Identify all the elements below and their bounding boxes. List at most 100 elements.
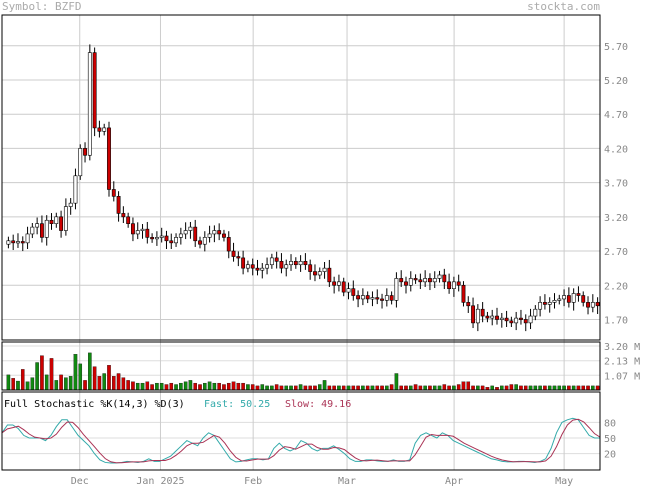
- candle-body: [150, 237, 155, 240]
- volume-bar: [131, 381, 135, 391]
- volume-bar: [586, 385, 590, 391]
- symbol-label: Symbol: BZFD: [2, 0, 82, 13]
- volume-bar: [313, 385, 317, 391]
- price-tick-label: 5.20: [604, 76, 628, 87]
- volume-bar: [356, 385, 360, 391]
- candle-body: [413, 278, 418, 281]
- panel-border: [1, 391, 601, 471]
- volume-bar: [49, 358, 54, 391]
- stochastic-title: Full Stochastic %K(14,3) %D(3): [4, 399, 185, 410]
- volume-bar: [102, 373, 106, 391]
- candle-body: [423, 278, 428, 283]
- volume-bar: [217, 382, 221, 391]
- volume-bar: [265, 385, 269, 391]
- site-name[interactable]: stockta.com: [527, 0, 600, 13]
- candle-body: [236, 256, 241, 259]
- volume-bar: [198, 384, 202, 391]
- volume-bar: [591, 385, 595, 391]
- volume-bars: [6, 352, 600, 391]
- price-candles: [6, 44, 600, 332]
- candle-body: [595, 302, 600, 307]
- volume-bar: [581, 385, 586, 391]
- candle-body: [159, 235, 164, 238]
- candle-body: [92, 52, 97, 129]
- price-tick-label: 3.20: [604, 213, 628, 224]
- candle-body: [351, 288, 356, 296]
- volume-bar: [337, 385, 341, 391]
- volume-bar: [107, 365, 111, 391]
- candle-body: [188, 226, 193, 231]
- volume-bar: [322, 380, 327, 391]
- candle-body: [135, 230, 140, 235]
- volume-bar: [523, 385, 528, 391]
- volume-bar: [207, 381, 212, 391]
- candle-body: [332, 281, 337, 286]
- candle-body: [269, 257, 274, 266]
- volume-bar: [452, 385, 456, 391]
- volume-bar: [380, 385, 384, 391]
- candle-body: [30, 226, 35, 235]
- candle-body: [552, 300, 557, 303]
- volume-bar: [231, 381, 236, 391]
- candle-body: [183, 230, 188, 235]
- volume-bar: [179, 382, 183, 391]
- month-tick-label: Apr: [445, 476, 463, 486]
- volume-bar: [246, 384, 250, 391]
- candle-body: [576, 293, 581, 296]
- volume-tick-label: 2.13 M: [604, 357, 640, 368]
- volume-bar: [547, 385, 552, 391]
- stochastic-fast-value: Fast: 50.25: [204, 399, 270, 410]
- candle-body: [451, 281, 456, 289]
- volume-bar: [327, 385, 332, 391]
- candle-body: [428, 278, 432, 283]
- candle-body: [102, 127, 107, 132]
- candle-body: [303, 261, 308, 266]
- candle-body: [566, 295, 571, 303]
- stochastic-slow-value: Slow: 49.16: [285, 399, 351, 410]
- candle-body: [298, 261, 303, 266]
- candle-body: [54, 216, 59, 224]
- volume-bar: [116, 373, 121, 391]
- candle-body: [44, 219, 49, 238]
- candle-body: [245, 264, 250, 269]
- candle-body: [394, 278, 399, 301]
- volume-bar: [543, 385, 547, 391]
- volume-bar: [260, 384, 265, 391]
- candle-body: [490, 315, 495, 319]
- volume-bar: [567, 385, 571, 391]
- candle-body: [327, 267, 332, 283]
- volume-bar: [284, 385, 289, 391]
- volume-bar: [188, 380, 193, 391]
- candle-body: [217, 230, 222, 235]
- candle-body: [260, 267, 265, 271]
- candle-body: [590, 302, 595, 308]
- candle-body: [212, 230, 217, 235]
- volume-bar: [533, 385, 538, 391]
- candle-body: [169, 240, 174, 244]
- volume-bar: [83, 380, 87, 391]
- volume-bar: [126, 380, 130, 391]
- candle-body: [384, 295, 389, 301]
- candle-body: [365, 295, 370, 300]
- candle-body: [380, 298, 384, 301]
- volume-bar: [112, 376, 116, 391]
- volume-bar: [528, 385, 533, 391]
- volume-bar: [437, 385, 442, 391]
- candle-body: [289, 261, 293, 266]
- volume-bar: [193, 382, 197, 391]
- candle-body: [499, 317, 504, 320]
- candle-body: [35, 223, 40, 228]
- price-tick-label: 5.70: [604, 42, 628, 53]
- candle-body: [193, 226, 198, 242]
- volume-bar: [500, 385, 504, 391]
- volume-bar: [552, 385, 557, 391]
- candle-body: [231, 250, 236, 257]
- volume-bar: [64, 377, 68, 391]
- candle-body: [432, 278, 437, 283]
- volume-bar: [576, 385, 581, 391]
- stochastic-fast-line: [1, 417, 600, 464]
- candle-body: [207, 233, 212, 238]
- candle-body: [389, 295, 394, 301]
- volume-bar: [308, 385, 312, 391]
